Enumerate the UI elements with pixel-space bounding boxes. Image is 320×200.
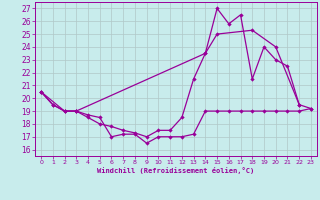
X-axis label: Windchill (Refroidissement éolien,°C): Windchill (Refroidissement éolien,°C) [97, 167, 255, 174]
